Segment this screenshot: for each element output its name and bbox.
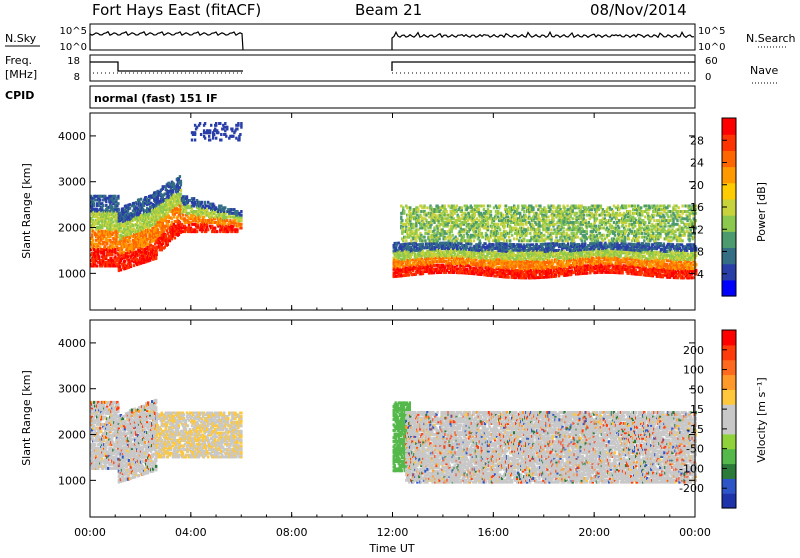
colorbar-tick-label: 8 [697, 246, 704, 259]
noise-tick-left-top: 10^5 [60, 26, 87, 37]
y-tick-label: 2000 [58, 429, 86, 442]
freq-label-line1: Freq. [5, 54, 32, 67]
colorbar-segment [722, 434, 736, 449]
x-tick-label: 00:00 [679, 526, 711, 539]
colorbar-segment [722, 345, 736, 360]
y-tick-label: 1000 [58, 474, 86, 487]
colorbar-tick-label: 16 [690, 201, 704, 214]
colorbar-tick-label: -100 [679, 462, 704, 475]
cpid-panel: normal (fast) 151 IF [90, 86, 695, 108]
noise-tick-right-bottom: 10^0 [698, 42, 725, 53]
colorbar-segment [722, 419, 736, 434]
freq-trace [90, 62, 695, 71]
y-tick-label: 2000 [58, 222, 86, 235]
x-tick-label: 04:00 [175, 526, 207, 539]
freq-tick-left-top: 18 [67, 56, 80, 67]
x-tick-label: 00:00 [74, 526, 106, 539]
colorbar-segment [722, 449, 736, 464]
colorbar-tick-label: 4 [697, 268, 704, 281]
velocity-colorbar-label: Velocity [m s⁻¹] [755, 377, 768, 462]
nsky-label: N.Sky [5, 32, 37, 45]
colorbar-tick-label: 15 [690, 403, 704, 416]
cpid-label: CPID [5, 89, 34, 102]
colorbar-segment [722, 231, 736, 248]
date-title: 08/Nov/2014 [590, 1, 687, 19]
freq-label-line2: [MHz] [5, 68, 37, 81]
colorbar-tick-label: 12 [690, 223, 704, 236]
station-title: Fort Hays East (fitACF) [92, 1, 261, 19]
noise-tick-left-bottom: 10^0 [60, 42, 87, 53]
y-tick-label: 3000 [58, 176, 86, 189]
colorbar-segment [722, 375, 736, 390]
colorbar-segment [722, 389, 736, 404]
y-tick-label: 1000 [58, 267, 86, 280]
x-tick-label: 20:00 [578, 526, 610, 539]
colorbar-segment [722, 478, 736, 493]
velocity-panel: 1000 2000 3000 4000 Slant Range [km] [20, 320, 697, 517]
colorbar-tick-label: 28 [690, 134, 704, 147]
colorbar-tick-label: 50 [690, 383, 704, 396]
colorbar-segment [722, 330, 736, 345]
power-ylabel: Slant Range [km] [20, 163, 33, 259]
x-tick-label: 16:00 [477, 526, 509, 539]
colorbar-segment [722, 247, 736, 264]
colorbar-tick-label: 100 [683, 364, 704, 377]
noise-panel: 10^5 10^0 10^5 10^0 N.Sky N.Search [5, 24, 796, 53]
x-tick-label: 08:00 [276, 526, 308, 539]
y-tick-label: 4000 [58, 130, 86, 143]
colorbar-tick-label: 24 [690, 157, 704, 170]
colorbar-segment [722, 280, 736, 297]
colorbar-segment [722, 150, 736, 167]
colorbar-segment [722, 167, 736, 184]
power-panel: 1000 2000 3000 4000 Slant Range [km] [20, 113, 697, 310]
colorbar-segment [722, 118, 736, 135]
colorbar-tick-label: 200 [683, 344, 704, 357]
power-data-layer [90, 122, 697, 279]
colorbar-tick-label: -15 [686, 423, 704, 436]
colorbar-segment [722, 134, 736, 151]
time-axis-label: Time UT [368, 542, 414, 554]
colorbar-segment [722, 464, 736, 479]
beam-title: Beam 21 [355, 1, 422, 19]
freq-tick-right-top: 60 [705, 56, 718, 67]
colorbar-tick-label: 20 [690, 179, 704, 192]
power-colorbar: 28 24 20 16 12 8 4 [690, 118, 736, 297]
velocity-ylabel: Slant Range [km] [20, 370, 33, 466]
nsearch-label: N.Search [746, 32, 796, 45]
y-tick-label: 4000 [58, 337, 86, 350]
x-tick-label: 12:00 [377, 526, 409, 539]
colorbar-segment [722, 360, 736, 375]
y-tick-label: 3000 [58, 383, 86, 396]
mode-text: normal (fast) 151 IF [94, 92, 218, 105]
colorbar-segment [722, 264, 736, 281]
freq-tick-right-bottom: 0 [705, 72, 711, 83]
power-colorbar-label: Power [dB] [755, 182, 768, 242]
colorbar-tick-label: -200 [679, 482, 704, 495]
nave-label: Nave [750, 64, 778, 77]
colorbar-tick-label: -50 [686, 443, 704, 456]
velocity-data-layer [90, 399, 697, 484]
colorbar-segment [722, 493, 736, 508]
noise-tick-right-top: 10^5 [698, 26, 725, 37]
colorbar-segment [722, 404, 736, 419]
freq-tick-left-bottom: 8 [74, 72, 80, 83]
